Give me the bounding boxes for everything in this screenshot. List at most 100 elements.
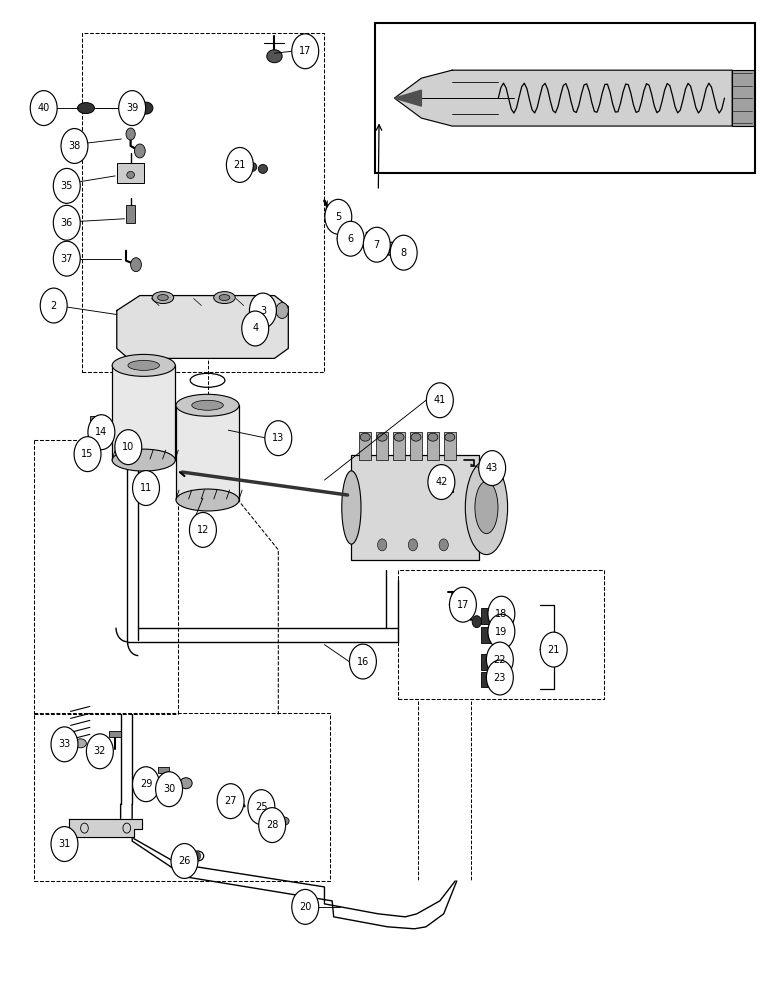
Bar	[351, 455, 479, 560]
Circle shape	[479, 451, 506, 486]
Bar	[410, 432, 422, 460]
Text: 28: 28	[266, 820, 279, 830]
Text: 33: 33	[59, 739, 70, 749]
Polygon shape	[117, 296, 288, 358]
Ellipse shape	[394, 433, 404, 441]
Circle shape	[486, 642, 513, 677]
Text: 38: 38	[69, 141, 80, 151]
Bar	[436, 476, 453, 492]
Circle shape	[337, 221, 364, 256]
Bar	[34, 713, 330, 881]
Ellipse shape	[432, 480, 440, 488]
Text: 8: 8	[401, 248, 407, 258]
Circle shape	[248, 790, 275, 825]
Bar	[393, 432, 405, 460]
Text: 11: 11	[140, 483, 152, 493]
Circle shape	[74, 437, 101, 472]
Ellipse shape	[139, 102, 153, 114]
Bar	[126, 205, 135, 223]
Circle shape	[130, 258, 141, 272]
Ellipse shape	[234, 160, 243, 169]
Bar	[427, 432, 439, 460]
Ellipse shape	[77, 103, 94, 114]
Bar	[82, 33, 324, 372]
Text: 27: 27	[225, 796, 237, 806]
Bar	[109, 731, 121, 737]
Text: 20: 20	[299, 902, 311, 912]
Ellipse shape	[112, 354, 175, 376]
Circle shape	[88, 415, 115, 450]
Bar	[112, 365, 175, 460]
Text: 5: 5	[335, 212, 341, 222]
Ellipse shape	[191, 400, 223, 410]
Ellipse shape	[219, 295, 230, 301]
Text: 42: 42	[435, 477, 448, 487]
Text: 23: 23	[493, 673, 506, 683]
Polygon shape	[394, 90, 422, 106]
Ellipse shape	[279, 817, 289, 825]
Bar	[375, 23, 755, 173]
Ellipse shape	[342, 471, 361, 544]
Circle shape	[242, 311, 269, 346]
Circle shape	[426, 383, 453, 418]
Text: 40: 40	[38, 103, 50, 113]
Circle shape	[408, 539, 418, 551]
Bar	[732, 70, 753, 126]
Bar	[444, 432, 456, 460]
Ellipse shape	[214, 292, 235, 304]
Text: 2: 2	[51, 301, 57, 311]
Ellipse shape	[361, 433, 371, 441]
Circle shape	[86, 734, 113, 769]
Bar	[359, 432, 371, 460]
Circle shape	[61, 129, 88, 163]
Polygon shape	[394, 70, 732, 126]
Circle shape	[439, 539, 449, 551]
Ellipse shape	[378, 433, 387, 441]
Ellipse shape	[267, 50, 282, 63]
Text: 6: 6	[347, 234, 354, 244]
Text: 7: 7	[374, 240, 380, 250]
Text: 43: 43	[486, 463, 498, 473]
Text: 36: 36	[61, 218, 73, 228]
Circle shape	[472, 616, 482, 628]
Ellipse shape	[75, 739, 86, 748]
Bar	[176, 405, 239, 500]
Circle shape	[390, 235, 417, 270]
Circle shape	[53, 241, 80, 276]
Text: 14: 14	[95, 427, 107, 437]
Circle shape	[189, 512, 216, 547]
Text: 16: 16	[357, 657, 369, 667]
Circle shape	[488, 614, 515, 649]
Circle shape	[226, 147, 253, 182]
Ellipse shape	[157, 295, 168, 301]
Polygon shape	[69, 819, 142, 837]
Ellipse shape	[127, 171, 134, 178]
Circle shape	[40, 288, 67, 323]
Text: 4: 4	[252, 323, 259, 333]
Bar	[117, 163, 144, 183]
Circle shape	[259, 808, 286, 843]
Circle shape	[156, 772, 182, 807]
Circle shape	[540, 632, 567, 667]
Circle shape	[217, 784, 244, 819]
Circle shape	[292, 889, 319, 924]
Bar	[482, 654, 493, 670]
Bar	[90, 416, 107, 422]
Text: 13: 13	[273, 433, 284, 443]
Text: 18: 18	[496, 609, 507, 619]
Ellipse shape	[382, 242, 399, 255]
Ellipse shape	[466, 460, 508, 555]
Text: 19: 19	[496, 627, 507, 637]
Text: 31: 31	[59, 839, 70, 849]
Circle shape	[292, 34, 319, 69]
Bar	[482, 672, 493, 687]
Text: 37: 37	[60, 254, 73, 264]
Circle shape	[134, 144, 145, 158]
Circle shape	[53, 168, 80, 203]
Circle shape	[53, 205, 80, 240]
Ellipse shape	[176, 489, 239, 511]
Circle shape	[364, 227, 390, 262]
Circle shape	[115, 430, 142, 465]
Circle shape	[325, 199, 352, 234]
Circle shape	[133, 767, 160, 802]
